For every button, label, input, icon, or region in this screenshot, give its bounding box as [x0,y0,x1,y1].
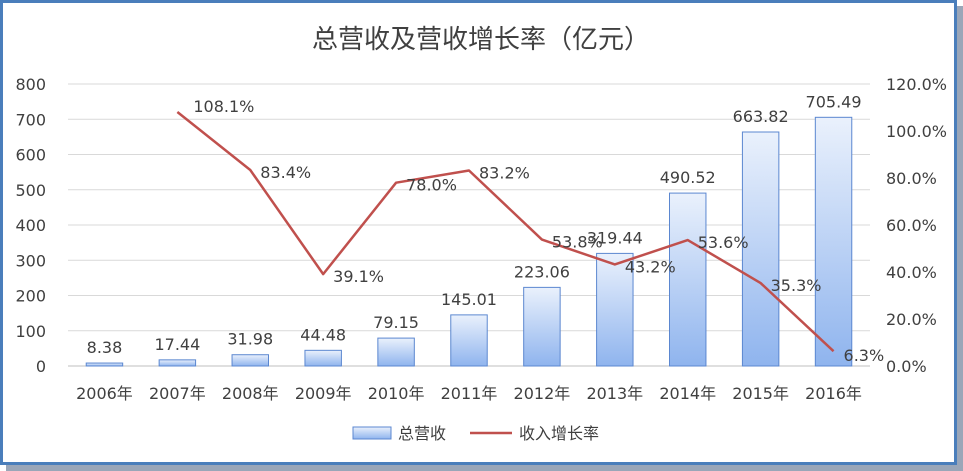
bar [377,337,415,367]
x-tick-label: 2012年 [514,384,571,403]
line-series [176,110,835,353]
line-value-label: 53.8% [552,233,603,252]
bar [669,192,707,367]
bar-value-label: 490.52 [660,168,716,187]
x-tick-label: 2006年 [76,384,133,403]
line-value-label: 43.2% [625,257,676,276]
x-tick-label: 2011年 [441,384,498,403]
x-tick-label: 2008年 [222,384,279,403]
bar [158,359,197,367]
left-tick-label: 600 [15,146,46,165]
left-tick-label: 0 [36,357,46,376]
right-tick-label: 0.0% [886,357,927,376]
right-tick-label: 60.0% [886,216,937,235]
bar-series [85,116,853,367]
left-tick-label: 700 [15,110,46,129]
line-value-label: 35.3% [771,276,822,295]
growth-line [176,110,835,353]
bar-labels: 8.38 17.44 31.98 44.48 79.15 145.01 223.06 319.… [87,92,862,357]
legend-bar-swatch [352,426,392,440]
left-tick-label: 400 [15,216,46,235]
line-value-label: 83.4% [260,163,311,182]
bar-value-label: 31.98 [227,330,273,349]
bar-value-label: 145.01 [441,290,497,309]
right-tick-label: 100.0% [886,122,947,141]
left-tick-label: 200 [15,287,46,306]
x-axis: 2006年 2007年 2008年 2009年 2010年 2011年 2012年 2013年… [76,384,862,403]
bar-value-label: 44.48 [300,325,346,344]
bar [85,362,124,367]
right-tick-label: 20.0% [886,310,937,329]
left-tick-label: 300 [15,251,46,270]
line-value-label: 83.2% [479,163,530,182]
right-tick-label: 40.0% [886,263,937,282]
left-tick-label: 500 [15,181,46,200]
bar-value-label: 79.15 [373,313,419,332]
right-axis: 0.0% 20.0% 40.0% 60.0% 80.0% 100.0% 120.0% [886,75,947,376]
bar-value-label: 17.44 [154,335,200,354]
x-tick-label: 2016年 [805,384,862,403]
bar [450,314,488,367]
x-tick-label: 2015年 [732,384,789,403]
legend-line-label: 收入增长率 [519,424,599,443]
line-value-label: 108.1% [193,97,254,116]
left-axis: 0 100 200 300 400 500 600 700 800 [15,75,46,376]
bar-value-label: 705.49 [806,92,862,111]
line-value-label: 53.6% [698,233,749,252]
left-tick-label: 100 [15,322,46,341]
x-tick-label: 2010年 [368,384,425,403]
line-value-label: 39.1% [333,267,384,286]
line-labels: 108.1% 83.4% 39.1% 78.0% 83.2% 53.8% 43.2% 53.6… [193,97,884,365]
bar [814,116,853,367]
bar [304,349,342,367]
x-tick-label: 2007年 [149,384,206,403]
bar [231,354,269,367]
bar [741,131,780,367]
line-value-label: 78.0% [406,176,457,195]
x-tick-label: 2009年 [295,384,352,403]
line-value-label: 6.3% [844,346,885,365]
bar-value-label: 223.06 [514,262,570,281]
bar [596,252,634,367]
bar-value-label: 663.82 [733,107,789,126]
legend-bar-label: 总营收 [398,424,446,443]
right-tick-label: 80.0% [886,169,937,188]
right-tick-label: 120.0% [886,75,947,94]
x-tick-label: 2013年 [586,384,643,403]
left-tick-label: 800 [15,75,46,94]
bar-value-label: 319.44 [587,228,643,247]
chart-title: 总营收及营收增长率（亿元） [312,25,650,55]
gridlines [68,83,870,367]
bar [523,286,561,367]
x-tick-label: 2014年 [659,384,716,403]
legend: 总营收 收入增长率 [352,424,599,443]
bar-value-label: 8.38 [87,338,123,357]
